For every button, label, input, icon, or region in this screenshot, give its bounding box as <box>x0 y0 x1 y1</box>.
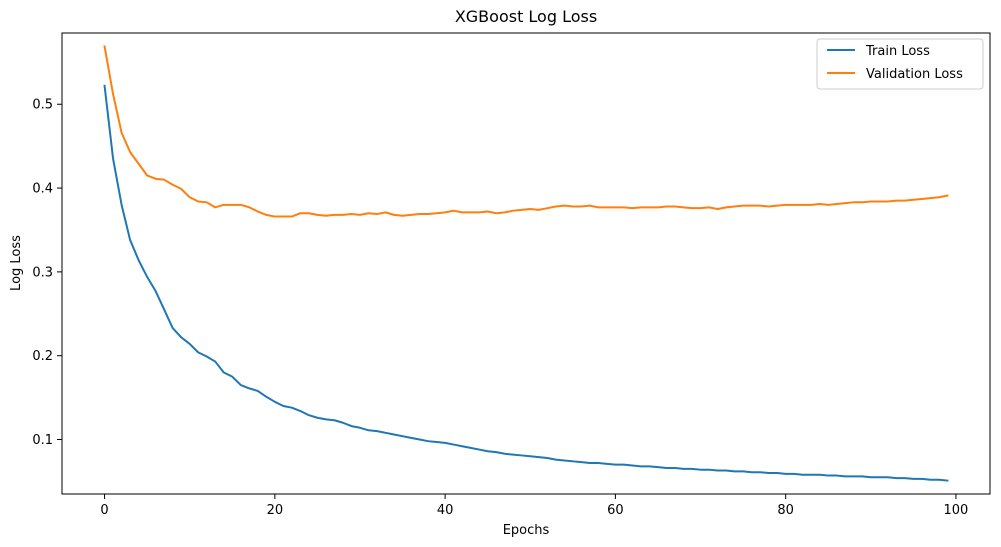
series-line-train-loss <box>103 84 949 482</box>
series-layer <box>103 45 949 482</box>
y-axis-title: Log Loss <box>9 235 24 291</box>
x-tick-label: 40 <box>437 503 454 518</box>
y-tick-label: 0.4 <box>32 182 53 197</box>
y-tick-label: 0.3 <box>32 265 53 280</box>
x-tick-label: 100 <box>944 503 969 518</box>
legend-label-train: Train Loss <box>865 44 930 59</box>
x-tick-label: 20 <box>267 503 284 518</box>
y-tick-label: 0.5 <box>32 98 53 113</box>
x-tick-label: 80 <box>777 503 794 518</box>
chart-title: XGBoost Log Loss <box>455 7 597 26</box>
series-line-validation-loss <box>103 45 949 218</box>
x-axis-title: Epochs <box>503 523 550 538</box>
x-tick-label: 0 <box>100 503 108 518</box>
legend-box <box>816 38 984 90</box>
y-tick-label: 0.1 <box>32 433 53 448</box>
legend: Train Loss Validation Loss <box>816 38 984 90</box>
plot-area <box>62 33 990 494</box>
plot-frame <box>61 32 991 495</box>
x-axis: 0 20 40 60 80 100 <box>100 494 968 518</box>
legend-label-validation: Validation Loss <box>866 67 963 82</box>
y-axis: 0.1 0.2 0.3 0.4 0.5 <box>32 98 62 448</box>
x-tick-label: 60 <box>607 503 624 518</box>
y-tick-label: 0.2 <box>32 349 53 364</box>
